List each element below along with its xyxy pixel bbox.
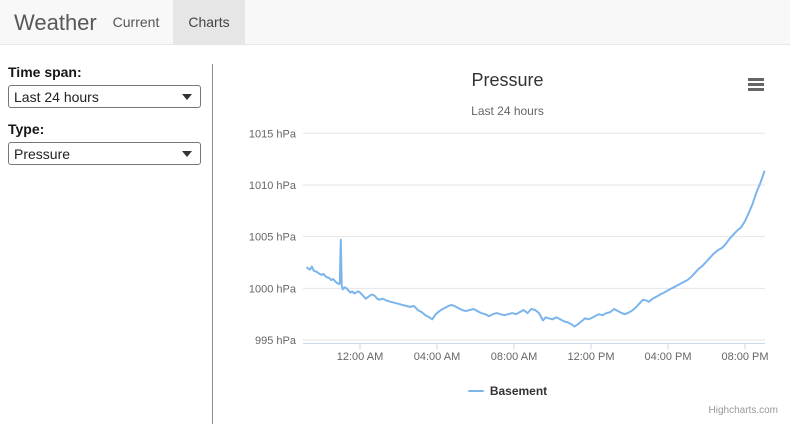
svg-text:04:00 PM: 04:00 PM bbox=[644, 351, 691, 363]
svg-text:08:00 PM: 08:00 PM bbox=[721, 351, 768, 363]
pressure-line-chart: 995 hPa 1000 hPa 1005 hPa 1010 hPa 1015 hPa 1… bbox=[249, 128, 769, 363]
svg-text:995 hPa: 995 hPa bbox=[255, 335, 297, 347]
chart-subtitle: Last 24 hours bbox=[471, 104, 544, 118]
chart-title: Pressure bbox=[471, 70, 544, 90]
app-title: Weather bbox=[14, 10, 97, 35]
chart-legend-item-basement[interactable]: Basement bbox=[225, 384, 790, 398]
time-span-select-control[interactable]: Last 24 hours bbox=[8, 85, 201, 108]
legend-line-marker bbox=[467, 390, 484, 392]
hamburger-menu-icon[interactable] bbox=[746, 76, 766, 93]
svg-text:12:00 AM: 12:00 AM bbox=[337, 351, 383, 363]
svg-text:1000 hPa: 1000 hPa bbox=[249, 283, 297, 295]
svg-text:1010 hPa: 1010 hPa bbox=[249, 180, 297, 192]
type-select-control[interactable]: Pressure bbox=[8, 142, 201, 165]
sidebar: Time span: Last 24 hours Type: Pressure bbox=[0, 45, 212, 165]
legend-label: Basement bbox=[489, 384, 548, 398]
sidebar-divider bbox=[212, 64, 213, 424]
type-select[interactable]: Pressure bbox=[8, 142, 201, 165]
highcharts-credit-link[interactable]: Highcharts.com bbox=[708, 405, 778, 416]
chart-area: Pressure Last 24 hours 995 hPa 1000 hPa 10… bbox=[225, 45, 790, 434]
app-header: Weather Current Charts bbox=[0, 0, 790, 45]
svg-text:1015 hPa: 1015 hPa bbox=[249, 128, 297, 140]
tab-charts[interactable]: Charts bbox=[173, 0, 245, 45]
time-span-select[interactable]: Last 24 hours bbox=[8, 85, 201, 108]
svg-text:12:00 PM: 12:00 PM bbox=[567, 351, 614, 363]
tab-current[interactable]: Current bbox=[112, 14, 160, 30]
svg-text:04:00 AM: 04:00 AM bbox=[414, 351, 460, 363]
time-span-label: Time span: bbox=[8, 64, 82, 80]
svg-text:1005 hPa: 1005 hPa bbox=[249, 232, 297, 244]
type-label: Type: bbox=[8, 121, 45, 137]
svg-text:08:00 AM: 08:00 AM bbox=[491, 351, 537, 363]
